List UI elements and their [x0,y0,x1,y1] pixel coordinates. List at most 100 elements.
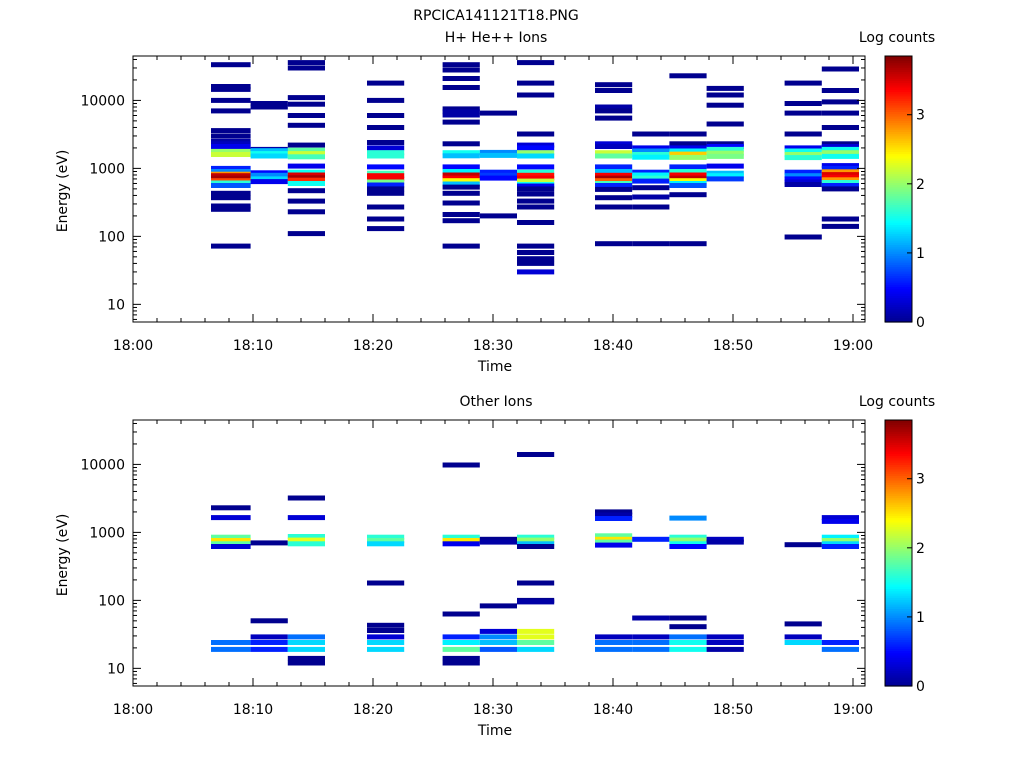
colorbar-segment [885,100,912,104]
colorbar-segment [885,104,912,108]
heatmap-cell [211,97,251,103]
heatmap-cell [669,615,707,621]
heatmap-cell [211,141,251,147]
colorbar-segment [885,510,912,514]
heatmap-cell [287,163,325,169]
heatmap-cell [821,66,859,72]
colorbar-segment [885,677,912,680]
x-tick-label: 18:30 [473,338,513,354]
colorbar-segment [885,617,912,621]
heatmap-cell [367,226,405,232]
heatmap-cell [250,101,288,106]
heatmap-cell [669,515,707,521]
heatmap-cell [287,198,325,204]
colorbar-segment [885,628,912,632]
heatmap-cell [821,646,859,652]
colorbar-segment [885,446,912,450]
colorbar-segment [885,82,912,86]
heatmap-cell [706,102,744,108]
heatmap-cell [367,113,405,118]
heatmap-cell [669,175,707,181]
heatmap-cell [442,150,480,156]
colorbar-segment [885,612,912,616]
heatmap-cell [287,142,325,148]
heatmap-cell [211,544,251,549]
heatmap-cell [442,660,480,666]
colorbar-segment [885,142,912,146]
heatmap-cell [595,104,633,110]
heatmap-cell [442,212,480,217]
heatmap-cell [211,538,251,543]
colorbar-segment [885,297,912,301]
colorbar-segment [885,286,912,290]
colorbar-segment [885,643,912,647]
colorbar-segment [885,439,912,443]
heatmap-cell [250,634,288,640]
heatmap-cell [442,175,480,181]
colorbar-segment [885,111,912,115]
colorbar-segment [885,253,912,257]
colorbar-segment [885,584,912,587]
colorbar-segment [885,122,912,126]
heatmap-cell [595,175,633,181]
y-tick-label: 1000 [89,161,125,177]
colorbar-segment [885,524,912,527]
heatmap-cell [517,153,555,159]
heatmap-cell [595,640,633,645]
colorbar-segment [885,674,912,678]
heatmap-cell [632,172,670,178]
heatmap-cell [517,269,555,275]
colorbar-segment [885,84,912,88]
heatmap-cell [479,175,517,181]
colorbar-segment [885,504,912,508]
heatmap-cell [287,640,325,645]
heatmap-cell [706,176,744,182]
colorbar-segment [885,164,912,168]
colorbar-segment [885,597,912,601]
heatmap-cell [632,204,670,210]
panel-h-he-ions: H+ He++ Ions Log counts Time Energy (eV)… [55,30,935,375]
heatmap-cell [517,186,555,192]
colorbar-segment [885,56,912,59]
colorbar-segment [885,80,912,84]
heatmap-cell [821,125,859,130]
colorbar-segment [885,530,912,534]
colorbar-segment [885,581,912,585]
heatmap-cell [669,172,707,178]
colorbar-segment [885,559,912,563]
colorbar-segment [885,601,912,605]
colorbar-segment [885,606,912,610]
colorbar-segment [885,131,912,135]
colorbar-tick-label: 0 [916,315,925,331]
colorbar-segment [885,679,912,683]
colorbar-segment [885,186,912,190]
colorbar-segment [885,608,912,612]
heatmap-cell [821,169,859,175]
colorbar-segment [885,479,912,483]
plot-frame [132,419,866,687]
heatmap-cell [442,85,480,90]
x-axis-label: Time [477,359,512,375]
colorbar-tick-label: 3 [916,472,925,488]
colorbar-segment [885,641,912,645]
colorbar-segment [885,284,912,288]
heatmap-cell [250,540,288,546]
heatmap-cell [479,646,517,652]
y-tick-label: 10 [107,297,125,313]
heatmap-cell [442,181,480,187]
heatmap-cell [442,200,480,206]
colorbar-segment [885,202,912,206]
heatmap-cell [287,534,325,539]
colorbar-segment [885,160,912,163]
heatmap-cell [211,152,251,157]
colorbar-tick-label: 1 [916,246,925,262]
heatmap-cell [517,580,555,586]
heatmap-cell [706,536,744,542]
colorbar-segment [885,435,912,439]
heatmap-cell [442,153,480,159]
colorbar-segment [885,635,912,638]
colorbar-segment [885,564,912,567]
colorbar-segment [885,557,912,561]
heatmap-cell [517,640,555,645]
heatmap-cell [211,203,251,209]
